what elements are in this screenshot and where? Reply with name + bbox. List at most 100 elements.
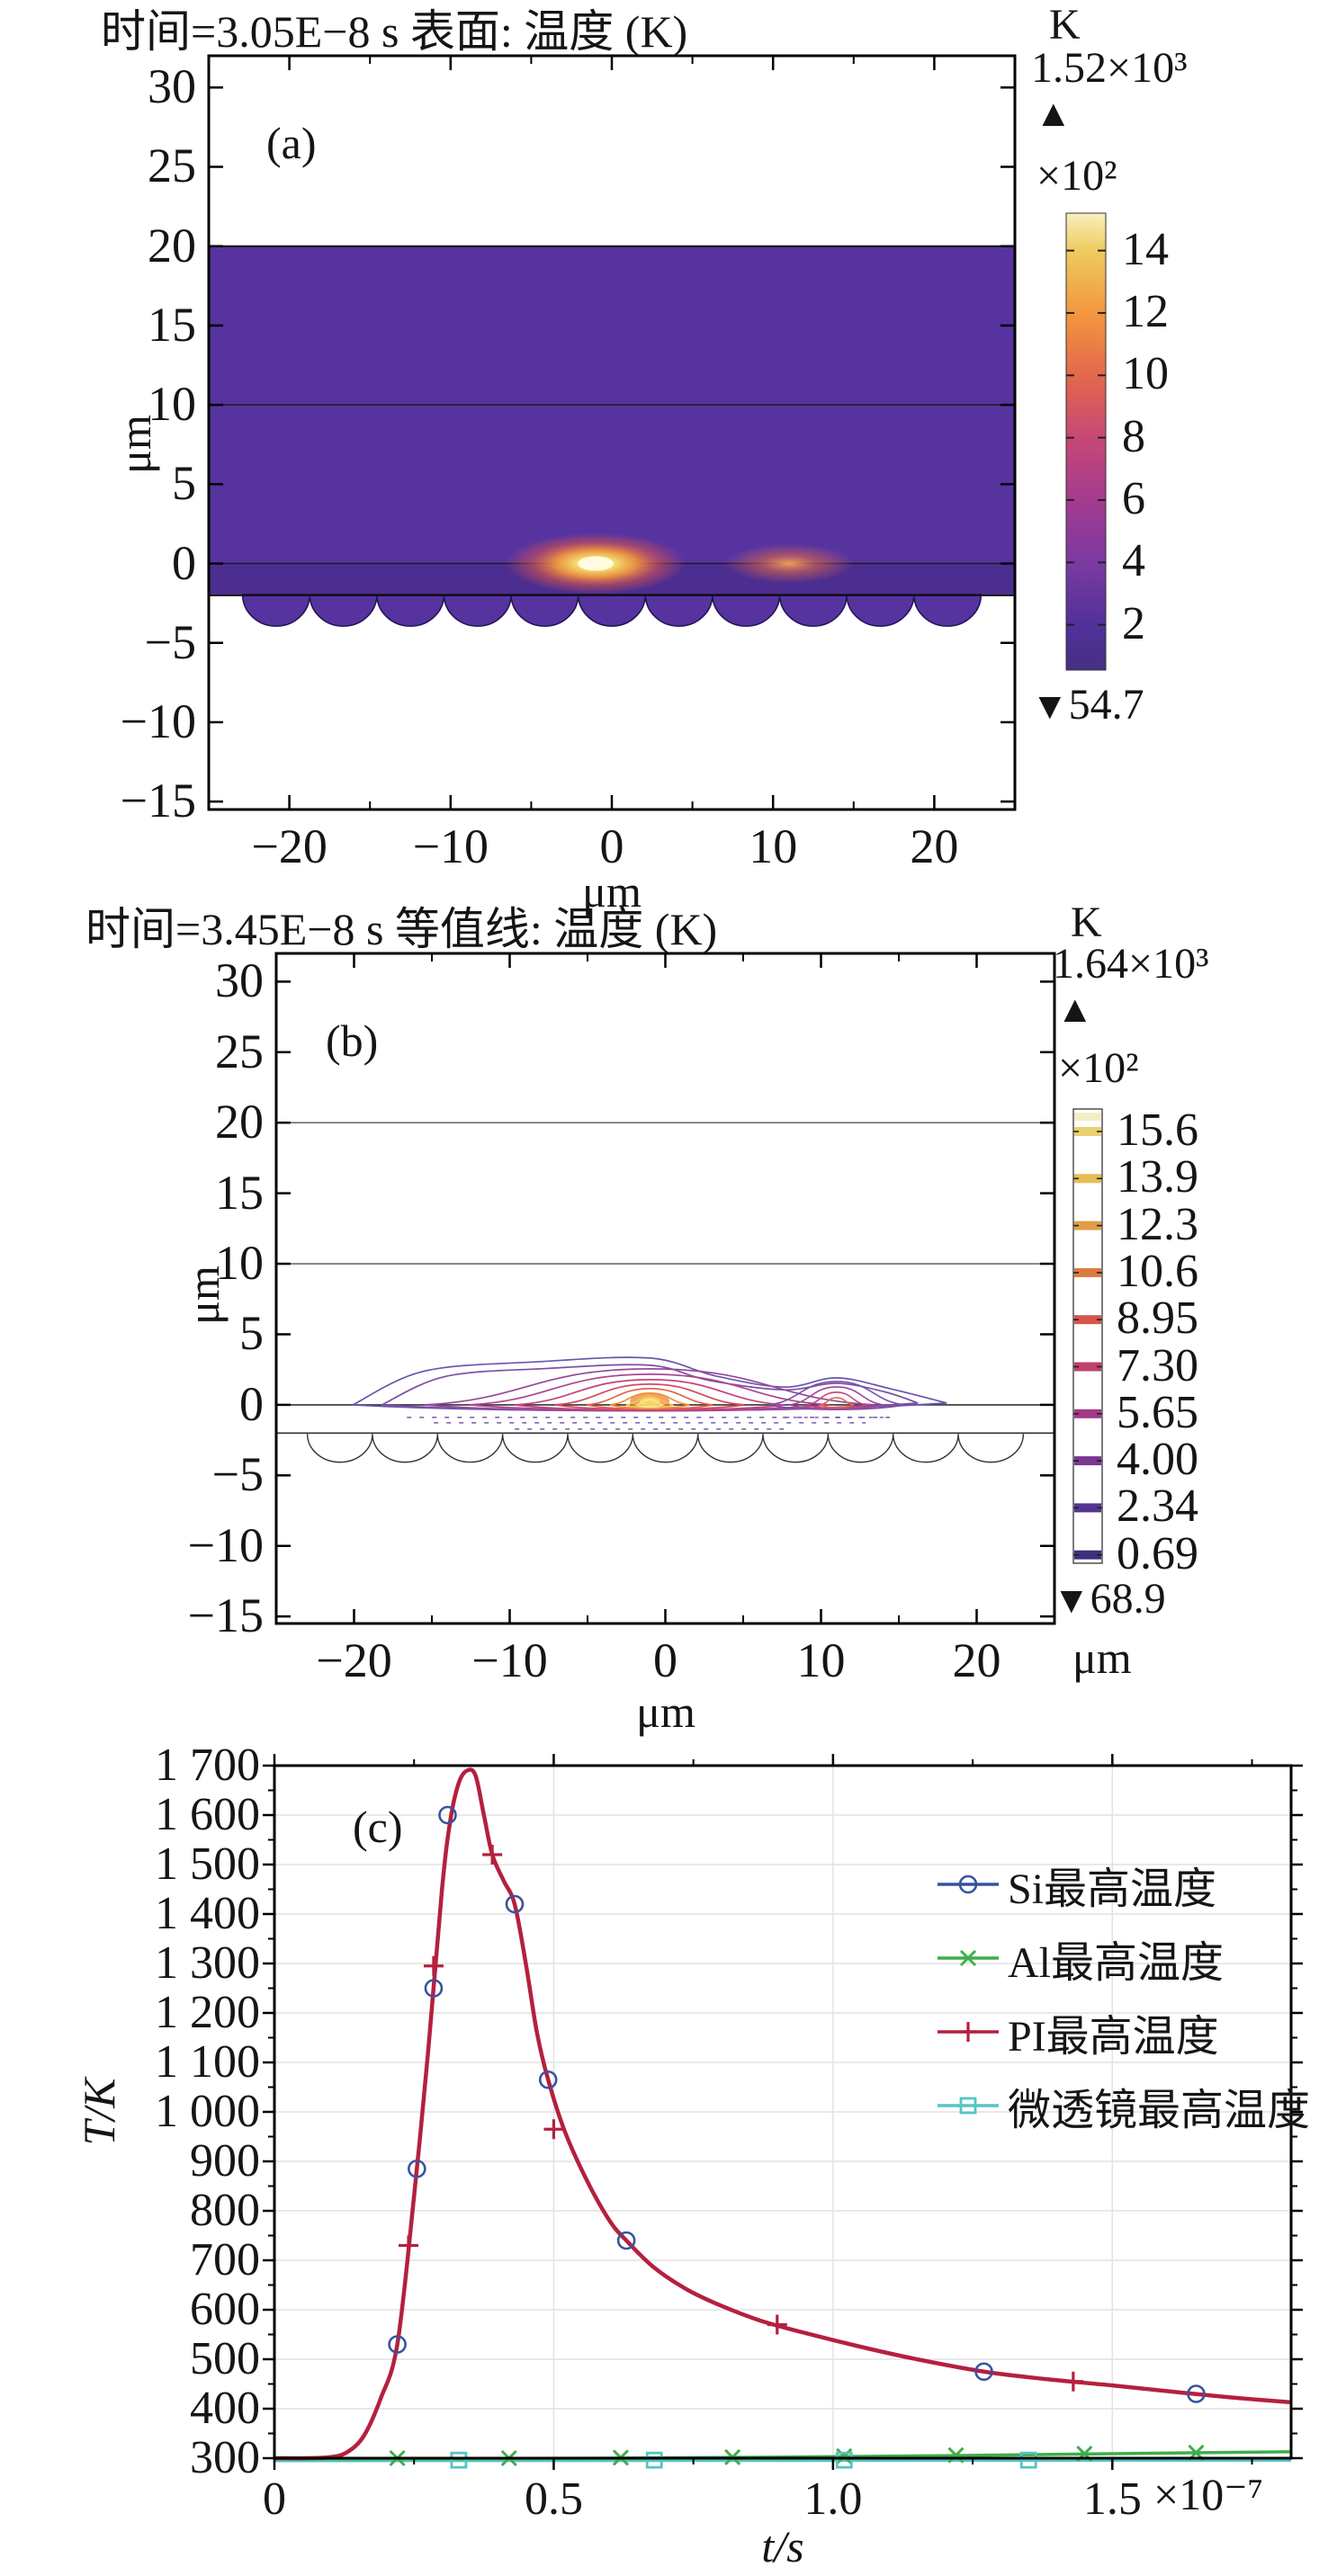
panel-a-x-tick-label: 10 [749,819,798,873]
colorbar-b-tick-label: 4.00 [1117,1434,1198,1486]
panel-a-x-tick-label: −20 [251,819,328,873]
colorbar-b-tick-label: 13.9 [1117,1151,1198,1203]
panel-a-colorbar-max: 1.52×10³ [1031,44,1188,92]
panel-b-y-tick-label: −15 [187,1588,264,1643]
panel-b-colorbar-max: 1.64×10³ [1053,940,1209,988]
colorbar-a [1065,212,1107,671]
colorbar-a-tick-label: 6 [1122,472,1145,524]
colorbar-b-tick-label: 7.30 [1117,1339,1198,1391]
panel-c-letter: (c) [353,1802,403,1852]
colorbar-a-tick-label: 4 [1122,535,1145,587]
panel-c-y-tick-label: 900 [190,2135,260,2187]
legend-item-0: Si最高温度 [934,1858,1310,1913]
grid [274,1766,1291,2458]
contour-line [634,1399,665,1408]
colorbar-b-tick-label: 5.65 [1117,1386,1198,1438]
panel-b-colorbar-min: ▼68.9 [1053,1575,1166,1623]
panel-c-y-tick-label: 400 [190,2383,260,2434]
panel-c-x-tick-label: 1.5 [1082,2473,1142,2525]
panel-a-y-tick-label: −5 [144,614,196,669]
panel-c-y-tick-label: 1 400 [155,1888,260,1939]
legend-label: Si最高温度 [1008,1865,1217,1913]
panel-a-colorbar-unit: K [1049,1,1081,49]
panel-b-x-tick-label: −10 [471,1633,548,1687]
hotspot-secondary [724,543,855,584]
microlens-outline [306,1434,1025,1463]
panel-b-letter: (b) [326,1015,379,1066]
legend-item-3: 微透镜最高温度 [934,2080,1310,2134]
series-markers-3 [450,2451,1037,2469]
panel-b-y-tick-label: 5 [239,1306,264,1361]
panel-c-x-tick-label: 1.0 [803,2473,863,2525]
panel-b-y-tick-label: 15 [215,1165,264,1220]
panel-b-x-axis-unit: μm [636,1686,695,1737]
colorbar-b-tick-label: 0.69 [1117,1527,1198,1579]
panel-a-y-tick-label: 25 [148,139,196,193]
colorbar-a-tick-label: 12 [1122,285,1169,337]
panel-b-colorbar-min-arrow-icon: ▼ [1053,1580,1090,1622]
panel-b-y-tick-label: 20 [215,1095,264,1149]
panel-b-y-tick-label: 30 [215,953,264,1008]
panel-a-x-tick-label: 0 [599,819,624,873]
colorbar-b [1072,1108,1103,1564]
panel-a-y-tick-label: 0 [172,535,196,590]
colorbar-b-tick-label: 10.6 [1117,1245,1198,1297]
panel-c-y-tick-label: 1 500 [155,1838,260,1890]
colorbar-a-tick-label: 14 [1122,223,1169,275]
panel-a-colorbar-min: ▼54.7 [1031,681,1144,729]
colorbar-a-tick-label: 10 [1122,348,1169,400]
panel-a-letter: (a) [266,118,317,168]
panel-a-x-axis-unit: μm [582,866,642,917]
panel-c-y-tick-label: 600 [190,2284,260,2335]
colorbar-b-tick-label: 15.6 [1117,1105,1198,1156]
legend-item-2: PI最高温度 [934,2006,1310,2061]
panel-c-x-scale-label: ×10⁻⁷ [1153,2469,1264,2519]
panel-c-y-tick-label: 1 100 [155,2036,260,2088]
contour-line-secondary [818,1397,856,1409]
panel-a-colorbar-max-arrow-icon: ▲ [1035,94,1072,135]
panel-b-x-tick-label: −20 [316,1633,392,1687]
panel-a-ticks [207,54,1017,811]
panel-b-y-tick-label: 10 [215,1236,264,1291]
panel-b-y-tick-label: −10 [187,1517,264,1572]
legend-marker-icon [938,2021,999,2042]
panel-c-y-tick-label: 1 700 [155,1740,260,1791]
colorbar-a-tick-label: 8 [1122,410,1145,462]
panel-a-y-tick-label: 30 [148,59,196,114]
panel-c-y-tick-label: 800 [190,2185,260,2236]
legend-marker-icon [938,1949,999,1966]
series-markers-2 [399,1845,1083,2392]
panel-b-x-axis-end-unit: μm [1072,1632,1132,1683]
panel-a-y-tick-label: 15 [148,297,196,352]
microlens-array [241,594,983,627]
panel-a-colorbar-scale: ×10² [1036,152,1117,200]
panel-a-x-tick-label: −10 [412,819,489,873]
series-curve-2 [274,1767,1292,2461]
panel-b-plot [276,1108,1103,1564]
panel-c-y-tick-label: 1 300 [155,1937,260,1989]
colorbar-b-tick-label: 8.95 [1117,1292,1198,1345]
panel-c-x-tick-label: 0.5 [524,2473,583,2525]
panel-b-colorbar-max-arrow-icon: ▲ [1056,989,1094,1031]
panel-b-y-tick-label: −5 [211,1447,264,1502]
panel-a-plot [209,212,1107,671]
panel-c-y-tick-label: 1 200 [155,1987,260,2038]
panel-c-plot [263,1754,1303,2470]
panel-b-x-tick-label: 10 [796,1633,846,1687]
panel-b-colorbar-unit: K [1071,899,1102,946]
legend-marker-icon [938,1874,999,1893]
colorbar-b-tick-label: 2.34 [1117,1480,1198,1533]
legend-label: PI最高温度 [1008,2012,1219,2061]
series-curve-3 [274,2458,1292,2463]
panel-b-x-tick-label: 0 [653,1633,677,1687]
legend-label: Al最高温度 [1008,1938,1225,1987]
panel-c-x-axis-label: t/s [761,2521,804,2572]
panel-c-y-tick-label: 300 [190,2432,260,2483]
panel-a-y-tick-label: 5 [172,456,196,511]
panel-b-y-tick-label: 0 [239,1376,264,1431]
panel-b-ticks [274,952,1056,1625]
colorbar-b-tick-label: 12.3 [1117,1198,1198,1250]
panel-a-y-tick-label: −10 [120,693,196,748]
